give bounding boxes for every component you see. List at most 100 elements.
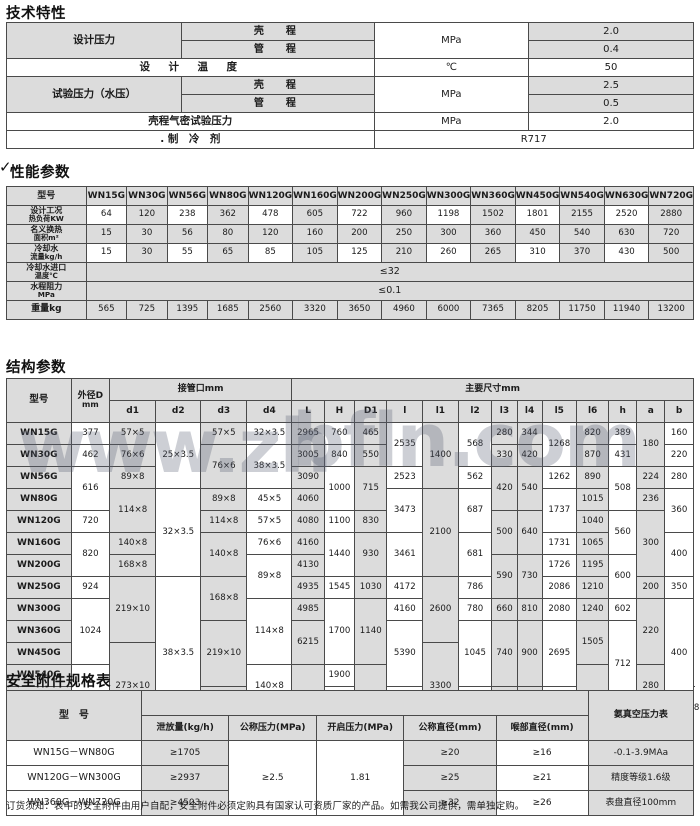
perf-value-cell: 370: [559, 243, 605, 263]
struct-value-cell: 508: [608, 466, 638, 511]
struct-value-cell: 89×8: [246, 554, 293, 599]
table-row: WN300G 1024 114×8 4985 1700 1140 4160 780 660 810…: [6, 598, 694, 709]
struct-value-cell: 715: [354, 466, 388, 511]
struct-value-cell: 1440: [323, 532, 356, 577]
perf-value-cell: 360: [470, 224, 516, 244]
struct-value-cell: 1545: [323, 576, 356, 599]
perf-value-cell: 30: [126, 224, 168, 244]
perf-value-cell: 478: [247, 205, 294, 225]
struct-value-cell: 1045: [457, 620, 493, 687]
struct-col-header: L: [291, 400, 325, 423]
struct-value-cell: 344: [516, 422, 543, 445]
safety-model-cell: WN15G－WN80G: [6, 740, 142, 766]
struct-value-cell: 820: [575, 422, 610, 445]
struct-value-cell: 57×5: [200, 422, 248, 445]
struct-value-cell: 1000: [323, 466, 356, 511]
tech-value: 0.4: [528, 40, 694, 59]
perf-value-cell: 15: [85, 224, 128, 244]
perf-model-cell: WN120G: [247, 186, 294, 206]
safety-gauge-header: 氨真空压力表: [587, 690, 695, 741]
safety-throat-cell: ≥21: [495, 765, 589, 791]
table-row: 壳程气密试验压力 MPa 2.0: [6, 112, 694, 131]
struct-value-cell: 140×8: [200, 532, 248, 577]
safety-col-header: 泄放量(kg/h): [140, 715, 230, 741]
struct-value-cell: 562: [457, 466, 493, 489]
perf-value-cell: 4960: [381, 300, 427, 320]
perf-model-header: 型号: [6, 186, 87, 206]
struct-col-header: l3: [491, 400, 518, 423]
safety-dn-cell: ≥25: [403, 765, 497, 791]
struct-value-cell: 236: [636, 488, 666, 511]
safety-po-cell: 1.81: [315, 740, 405, 816]
perf-value-cell: 630: [603, 224, 650, 244]
struct-value-cell: 616: [70, 466, 111, 511]
struct-col-header: d1: [109, 400, 157, 423]
struct-value-cell: 1262: [541, 466, 577, 489]
struct-value-cell: 4935: [291, 576, 325, 599]
perf-value-cell: 30: [126, 243, 168, 263]
safety-col-header: 喉部直径(mm): [495, 715, 589, 741]
perf-span-value: ≤0.1: [85, 281, 695, 301]
struct-col-header: l5: [541, 400, 577, 423]
struct-value-cell: 780: [457, 598, 493, 621]
table-row: 试验压力（水压） 壳 程 MPa 2.5: [5, 76, 694, 113]
perf-model-cell: WN360G: [470, 186, 516, 206]
struct-value-cell: 1240: [575, 598, 610, 621]
struct-value-cell: 114×8: [246, 598, 293, 665]
safety-dn-cell: ≥20: [403, 740, 497, 766]
struct-value-cell: 220: [636, 598, 666, 665]
struct-value-cell: 1024: [70, 598, 111, 665]
struct-value-cell: 810: [516, 598, 543, 621]
struct-value-cell: 870: [575, 444, 610, 467]
table-header-row: 泄放量(kg/h) 公称压力(MPa) 开启压力(MPa) 公称直径(mm) 喉部直径(…: [7, 715, 694, 741]
section-title-tech: 技术特性: [6, 6, 66, 22]
struct-value-cell: 32×3.5: [246, 422, 293, 445]
table-row: WN200G 168×8 89×8 4130 590 730 1726 1195 600: [6, 554, 694, 599]
table-row: 水程阻力 MPa ≤0.1: [6, 281, 695, 301]
perf-value-cell: 540: [559, 224, 605, 244]
table-header-row: 型号 WN15G WN30G WN56G WN80G WN120G WN160G WN200G…: [6, 186, 694, 206]
perf-span-value: ≤32: [85, 262, 695, 282]
table-row: 名义换热 面积m² 15 30 56 80 120 160 200 250 300 360 450 540…: [6, 224, 694, 244]
perf-value-cell: 450: [514, 224, 561, 244]
struct-value-cell: 350: [664, 576, 694, 599]
struct-value-cell: 2695: [541, 620, 577, 687]
struct-value-cell: 1726: [541, 554, 577, 577]
perf-value-cell: 300: [425, 224, 472, 244]
struct-value-cell: 2523: [386, 466, 424, 489]
safety-model-header: 型 号: [6, 690, 142, 741]
struct-col-header: l: [386, 400, 424, 423]
struct-value-cell: 1100: [323, 510, 356, 533]
struct-value-cell: 890: [575, 466, 610, 489]
perf-row-label: 设计工况 热负荷KW: [6, 205, 87, 225]
struct-value-cell: 2080: [541, 598, 577, 621]
tech-unit: MPa: [373, 22, 530, 59]
struct-value-cell: 3005: [291, 444, 325, 467]
struct-value-cell: 300: [636, 510, 666, 577]
safety-col-header: 开启压力(MPa): [315, 715, 405, 741]
tech-value: 0.5: [528, 94, 694, 113]
perf-model-cell: WN540G: [559, 186, 605, 206]
perf-value-cell: 200: [336, 224, 383, 244]
perf-value-cell: 105: [292, 243, 338, 263]
struct-value-cell: 924: [70, 576, 111, 599]
order-note: 订货须知：表中的安全附件由用户自配，安全附件必须定购具有国家认可资质厂家的产品。…: [6, 801, 525, 812]
struct-model-cell: WN300G: [6, 598, 72, 621]
struct-value-cell: 168×8: [200, 576, 248, 621]
struct-value-cell: 1210: [575, 576, 610, 599]
perf-value-cell: 3650: [336, 300, 383, 320]
struct-value-cell: 76×6: [200, 444, 248, 489]
struct-value-cell: 219×10: [109, 576, 157, 643]
struct-value-cell: 550: [354, 444, 388, 467]
struct-value-cell: 57×5: [246, 510, 293, 533]
safety-col-header: 公称直径(mm): [403, 715, 497, 741]
safety-leak-cell: ≥1705: [140, 740, 230, 766]
struct-model-cell: WN360G: [6, 620, 72, 643]
safety-gauge-cell: -0.1-3.9MAa: [587, 740, 695, 766]
perf-value-cell: 80: [207, 224, 249, 244]
struct-value-cell: 740: [491, 620, 518, 687]
struct-value-cell: 4130: [291, 554, 325, 577]
struct-main-header: 主要尺寸mm: [291, 378, 694, 401]
struct-value-cell: 89×8: [200, 488, 248, 511]
struct-value-cell: 1015: [575, 488, 610, 511]
